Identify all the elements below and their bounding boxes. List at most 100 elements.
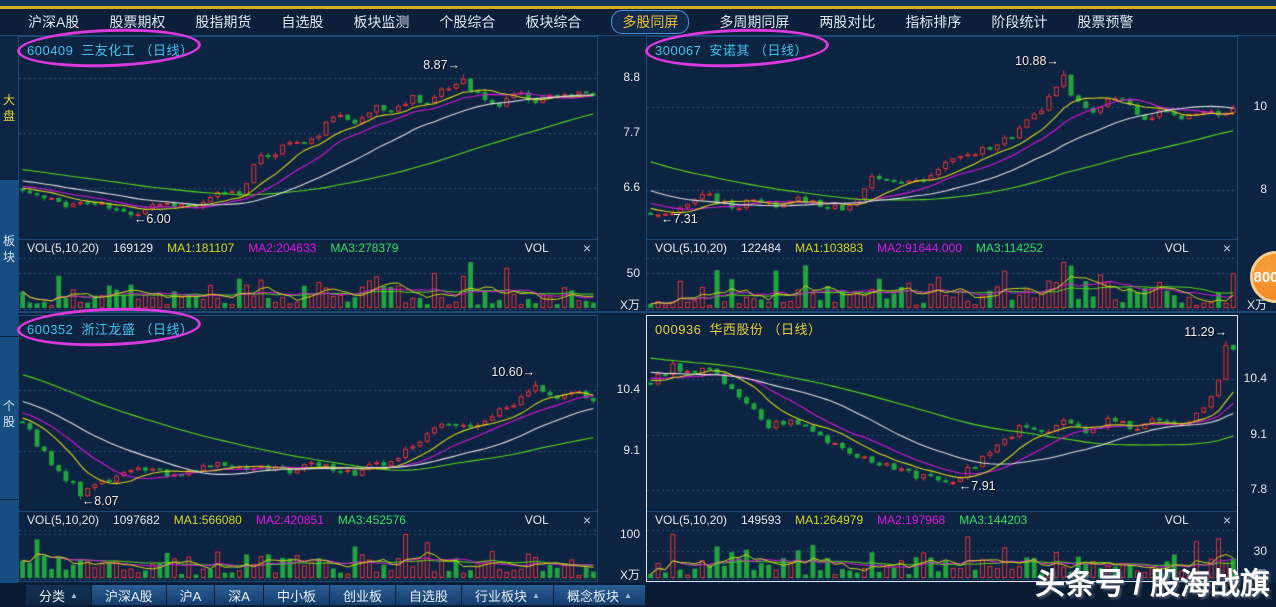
close-icon[interactable]: × [1222, 512, 1231, 528]
price-axis-tick: 10 [1253, 98, 1267, 113]
volume-canvas [19, 528, 597, 580]
bottom-tab-label: 中小板 [276, 588, 316, 604]
chart-period: （日线） [139, 43, 194, 58]
bottom-tab-7[interactable]: 行业板块 ▲ [462, 585, 554, 605]
low-price-annotation: ←8.07 [81, 493, 119, 508]
volume-panel-000936[interactable]: VOL(5,10,20) 149593 MA1:264979 MA2:197968 MA… [646, 512, 1238, 582]
sidebar-item-label-0: 大盘 [2, 93, 15, 123]
close-icon[interactable]: × [582, 240, 591, 256]
menu-item-10[interactable]: 指标排序 [905, 14, 962, 30]
bottom-tab-label: 行业板块 [475, 588, 528, 604]
price-chart-panel-600409[interactable]: 600409 三友化工 （日线） 8.87→ ←6.00 [16, 25, 598, 240]
bottom-tab-label: 分类 [39, 588, 66, 604]
chart-period: （日线） [767, 322, 822, 337]
accent-line [0, 6, 1276, 9]
sidebar-item-label-2: 个股 [2, 399, 15, 429]
bottom-tab-0[interactable]: 分类 ▲ [26, 585, 92, 605]
bottom-tab-6[interactable]: 自选股 [395, 585, 462, 605]
menu-item-9[interactable]: 两股对比 [819, 14, 876, 30]
volume-axis-unit: X万 [1246, 298, 1267, 312]
price-chart-panel-300067[interactable]: 300067 安诺其 （日线） 10.88→ ←7.31 [644, 25, 1238, 240]
vol-ma3: MA3:144203 [959, 513, 1028, 527]
volume-axis-unit: X万 [619, 568, 640, 582]
bottom-tab-8[interactable]: 概念板块 ▲ [553, 585, 646, 605]
volume-axis-tick: 50 [626, 266, 640, 281]
chart-period: （日线） [754, 43, 809, 58]
price-chart-panel-600352[interactable]: 600352 浙江龙盛 （日线） 10.60→ ←8.07 [16, 304, 598, 512]
price-chart-panel-000936[interactable]: 000936 华西股份 （日线） 11.29→ ←7.91 [646, 315, 1238, 512]
menu-item-7[interactable]: 多股同屏 [611, 10, 690, 34]
volume-header: VOL(5,10,20) 149593 MA1:264979 MA2:197968 MA… [647, 512, 1237, 528]
volume-panel-600409[interactable]: VOL(5,10,20) 169129 MA1:181107 MA2:204633 MA… [18, 240, 598, 312]
horizontal-divider [18, 311, 1276, 313]
vol-ma1: MA1:181107 [167, 241, 235, 255]
chart-title: 000936 华西股份 （日线） [655, 319, 822, 338]
vol-indicator-label: VOL(5,10,20) [655, 241, 728, 255]
vol-right-label: VOL [524, 513, 549, 527]
vol-value: 122484 [741, 241, 782, 255]
high-price-annotation: 10.88→ [1015, 54, 1059, 69]
volume-canvas [647, 528, 1237, 580]
menu-item-4[interactable]: 板块监测 [353, 14, 410, 30]
bottom-tab-1[interactable]: 沪深A股 [91, 585, 167, 605]
candlestick-canvas [647, 37, 1237, 239]
vol-ma1: MA1:566080 [173, 513, 242, 527]
price-axis-tick: 10.4 [1243, 370, 1267, 385]
sidebar-item-2[interactable] [0, 337, 18, 500]
vol-value: 149593 [741, 513, 782, 527]
low-price-annotation: ←7.91 [958, 479, 996, 494]
volume-panel-600352[interactable]: VOL(5,10,20) 1097682 MA1:566080 MA2:420851 M… [18, 512, 598, 582]
low-price-annotation: ←6.00 [133, 212, 171, 227]
vol-value: 1097682 [113, 513, 160, 527]
volume-canvas [19, 256, 597, 310]
vol-right-label: VOL [1164, 513, 1189, 527]
menu-item-6[interactable]: 板块综合 [525, 14, 582, 30]
vol-ma3: MA3:278379 [330, 241, 399, 255]
menu-item-11[interactable]: 阶段统计 [991, 14, 1048, 30]
vol-ma1: MA1:264979 [795, 513, 864, 527]
menu-item-1[interactable]: 股票期权 [109, 14, 166, 30]
bottom-tab-2[interactable]: 沪A [166, 585, 216, 605]
price-axis-tick: 8 [1260, 181, 1267, 196]
menu-item-0[interactable]: 沪深A股 [28, 14, 80, 30]
left-sidebar: 大盘板块个股 [0, 36, 18, 583]
sidebar-item-0[interactable] [0, 36, 18, 180]
price-axis-tick: 8.8 [623, 69, 640, 84]
bottom-tab-4[interactable]: 中小板 [263, 585, 330, 605]
chart-title: 600409 三友化工 （日线） [27, 40, 194, 59]
stock-name: 三友化工 [81, 43, 136, 58]
bottom-tab-5[interactable]: 创业板 [329, 585, 396, 605]
high-price-annotation: 8.87→ [423, 58, 461, 73]
menu-item-5[interactable]: 个股综合 [439, 14, 496, 30]
bottom-tab-3[interactable]: 深A [215, 585, 264, 605]
price-axis-tick: 9.1 [623, 443, 640, 458]
menu-item-2[interactable]: 股指期货 [195, 14, 252, 30]
volume-axis-unit: X万 [619, 298, 640, 312]
candlestick-canvas [647, 316, 1237, 511]
price-axis-tick: 9.1 [1250, 426, 1267, 441]
price-axis-tick: 10.4 [616, 382, 640, 397]
close-icon[interactable]: × [1222, 240, 1231, 256]
menu-item-12[interactable]: 股票预警 [1077, 14, 1134, 30]
low-price-annotation: ←7.31 [660, 212, 698, 227]
vol-value: 169129 [113, 241, 154, 255]
high-price-annotation: 11.29→ [1184, 324, 1228, 339]
bottom-tab-label: 概念板块 [566, 588, 619, 604]
vol-right-label: VOL [524, 241, 549, 255]
dropdown-arrow-icon: ▲ [532, 590, 540, 600]
menu-item-8[interactable]: 多周期同屏 [719, 14, 790, 30]
high-price-annotation: 10.60→ [491, 364, 536, 379]
stock-code: 600352 [27, 322, 74, 337]
sidebar-item-1[interactable] [0, 180, 18, 337]
vol-ma2: MA2:420851 [255, 513, 324, 527]
chart-title: 600352 浙江龙盛 （日线） [27, 319, 194, 338]
menu-item-3[interactable]: 自选股 [281, 14, 324, 30]
volume-panel-300067[interactable]: VOL(5,10,20) 122484 MA1:103883 MA2:91644.00… [646, 240, 1238, 312]
vol-ma2: MA2:204633 [248, 241, 317, 255]
vol-indicator-label: VOL(5,10,20) [27, 241, 100, 255]
close-icon[interactable]: × [582, 512, 591, 528]
stock-name: 浙江龙盛 [81, 322, 136, 337]
candlestick-canvas [19, 37, 597, 239]
vol-ma3: MA3:114252 [975, 241, 1044, 255]
